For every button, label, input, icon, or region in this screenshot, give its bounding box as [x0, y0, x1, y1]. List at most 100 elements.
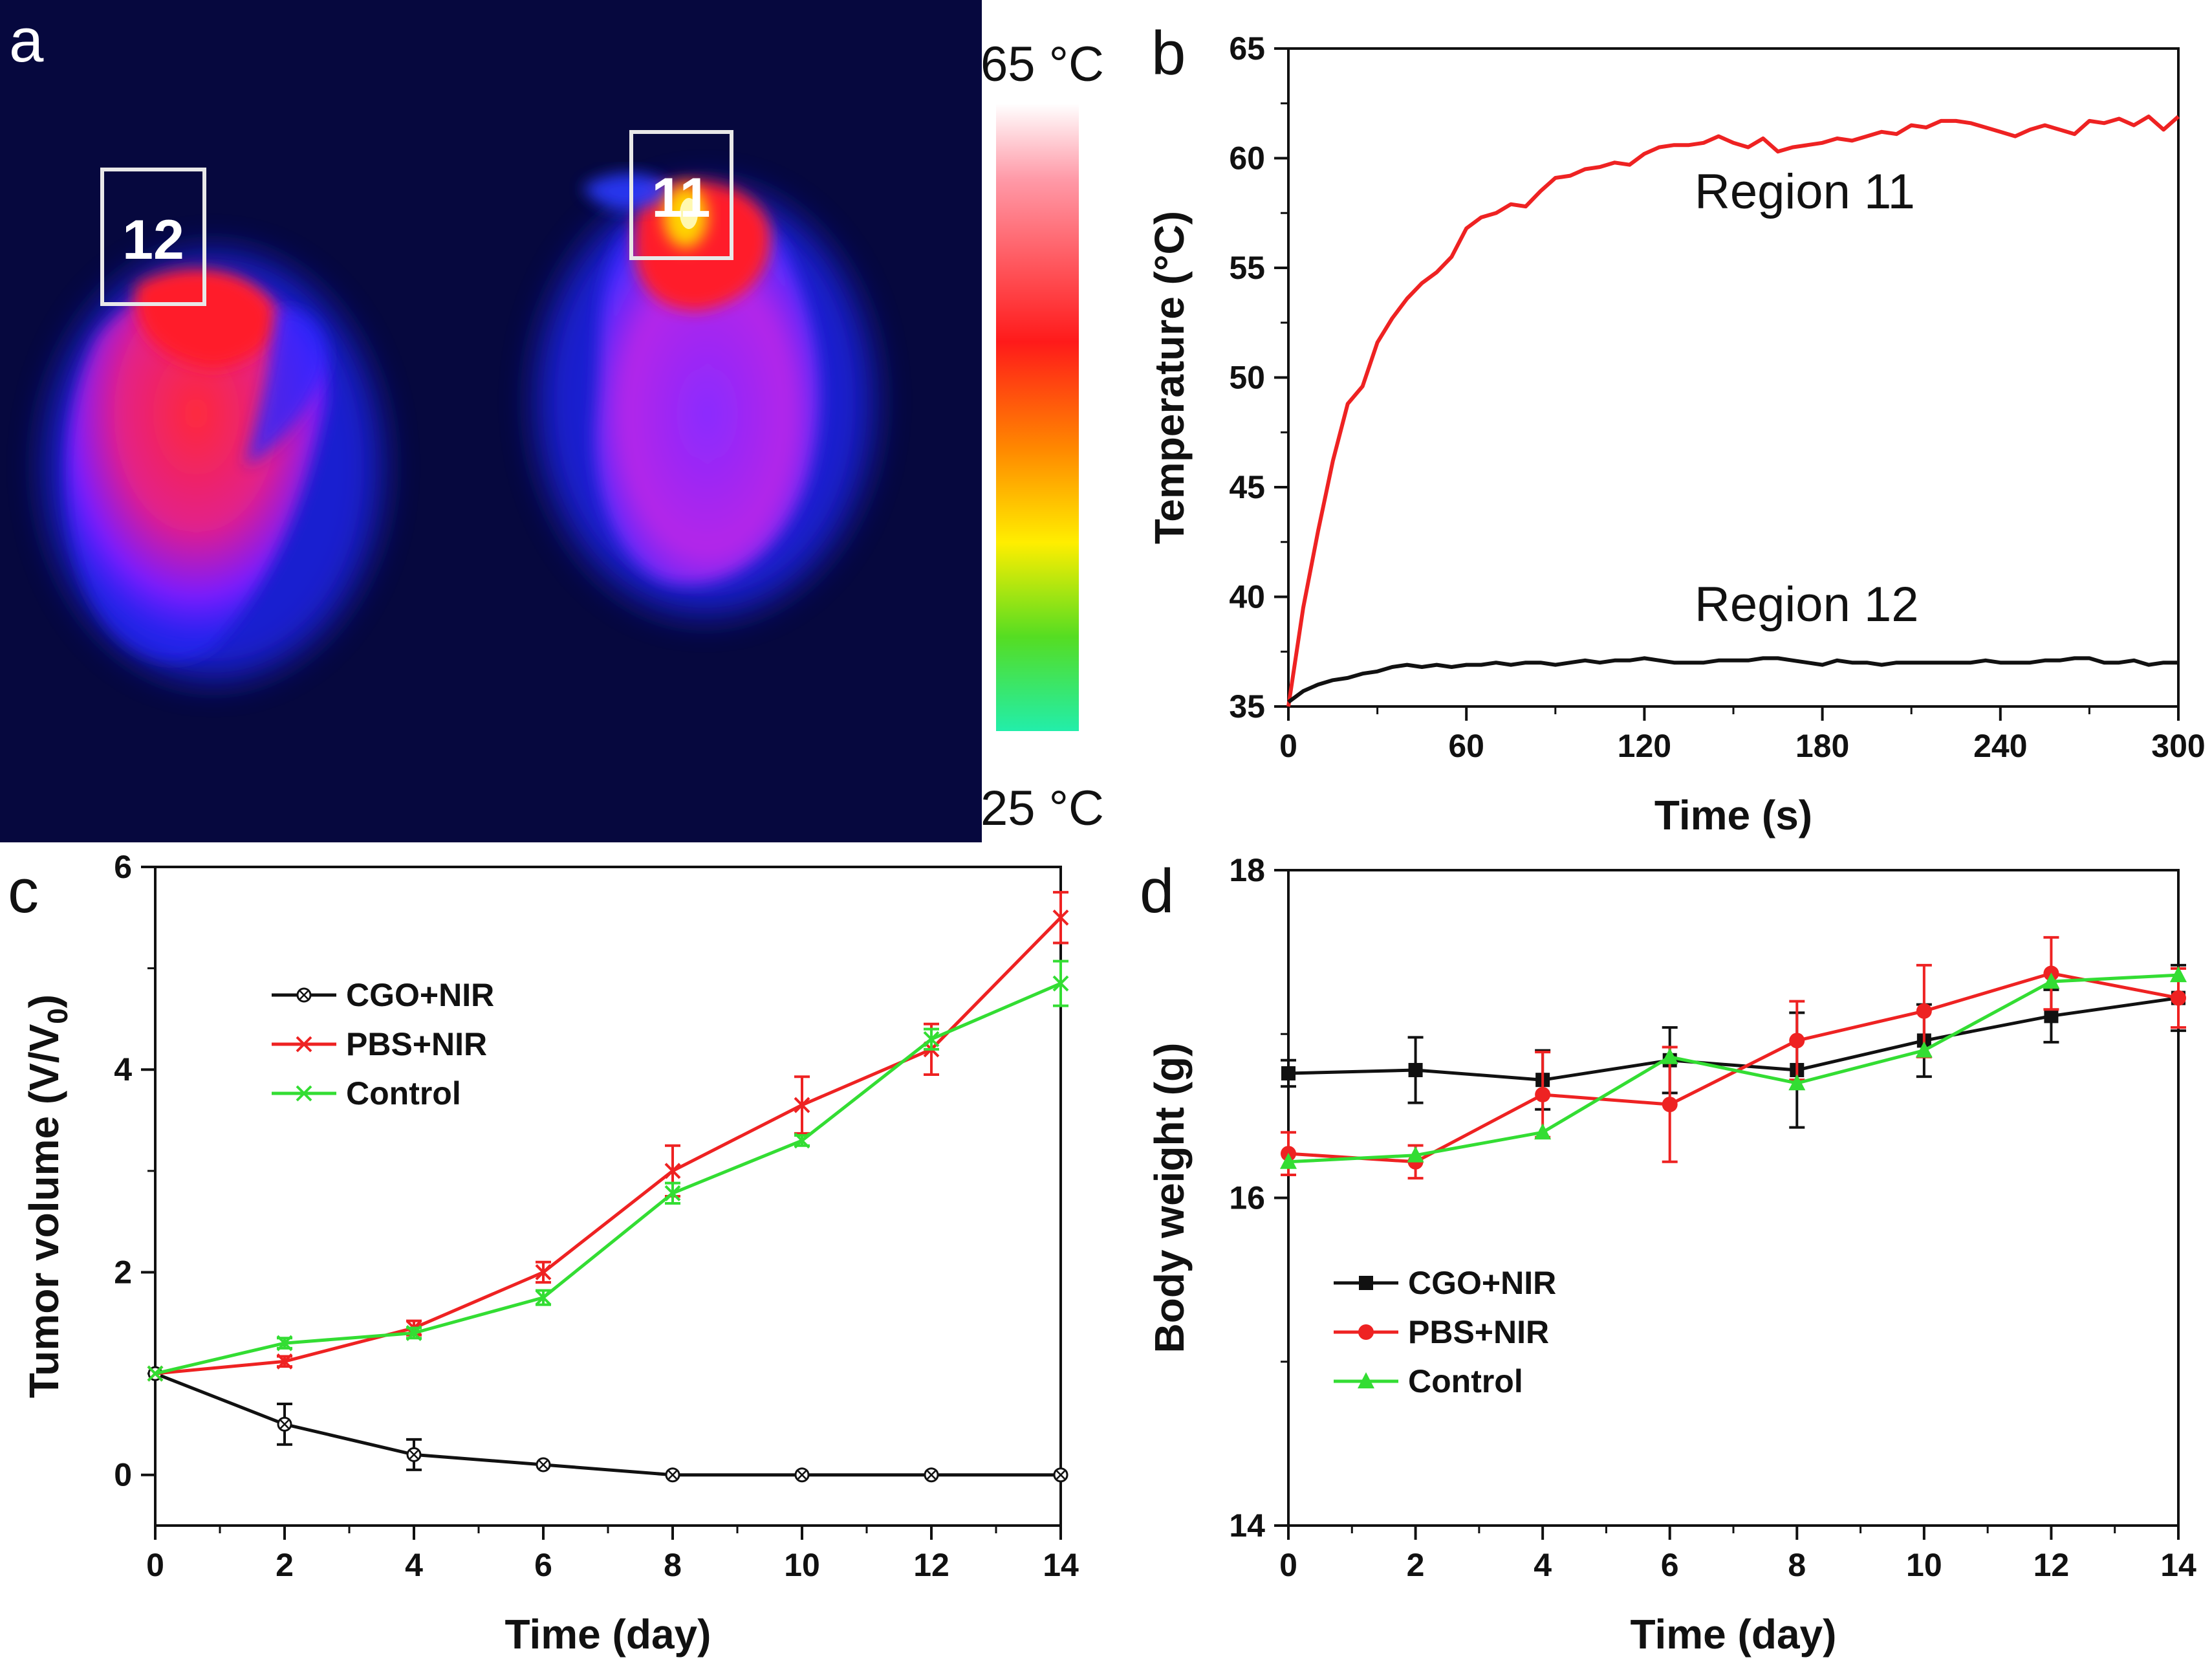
x-tick-label-d: 10 — [1906, 1547, 1942, 1583]
x-tick-label-c: 10 — [784, 1547, 820, 1583]
data-point-d-1 — [2171, 990, 2186, 1006]
y-tick-label-b: 35 — [1229, 688, 1265, 725]
y-tick-label-c: 6 — [114, 849, 132, 885]
data-point-c-0-cross — [280, 1419, 289, 1429]
colorbar-min-label: 25 °C — [981, 781, 1104, 836]
panel-d-body-weight-chart: d 0 2 4 6 8 10 12 14 14 16 18 Time (day) Body weight… — [1140, 852, 2196, 1658]
data-point-d-1 — [1789, 1033, 1805, 1049]
data-point-c-2 — [147, 1365, 164, 1382]
data-point-c-2 — [664, 1185, 681, 1201]
y-tick-label-c: 0 — [114, 1457, 132, 1493]
panel-letter-d: d — [1140, 857, 1174, 926]
series-line-b-0 — [1286, 115, 2180, 707]
temperature-colorbar: 65 °C 25 °C — [981, 37, 1104, 836]
data-point-d-2 — [2043, 972, 2060, 989]
legend-marker-d-1 — [1358, 1324, 1374, 1340]
panel-c-tumor-volume-chart: c 0 2 4 6 8 10 12 14 0 2 4 6 Time (day) Tumor volume … — [8, 849, 1079, 1658]
legend-label-d-2: Control — [1408, 1363, 1523, 1399]
x-tick-label-c: 12 — [913, 1547, 949, 1583]
x-tick-label-b: 0 — [1279, 728, 1297, 764]
x-tick-label-d: 14 — [2160, 1547, 2196, 1583]
y-tick-label-b: 45 — [1229, 469, 1265, 505]
mouse-left-heatmap — [45, 252, 382, 679]
x-tick-label-b: 300 — [2151, 728, 2205, 764]
legend-marker-d-2 — [1358, 1372, 1374, 1388]
data-point-d-2 — [1661, 1047, 1678, 1064]
series-line-b-1 — [1287, 656, 2178, 704]
panel-letter-a: a — [9, 6, 44, 75]
x-tick-label-c: 8 — [664, 1547, 682, 1583]
data-point-c-2 — [406, 1325, 422, 1341]
data-point-d-0 — [1408, 1062, 1423, 1077]
legend-marker-c-1 — [296, 1036, 312, 1053]
legend-label-d-0: CGO+NIR — [1408, 1265, 1556, 1301]
plot-frame-d — [1287, 869, 2180, 1527]
data-point-c-0-cross — [539, 1460, 548, 1469]
colorbar-max-label: 65 °C — [981, 37, 1104, 92]
y-tick-label-d: 16 — [1229, 1180, 1265, 1216]
x-axis-title-d: Time (day) — [1631, 1611, 1837, 1658]
series-line-c-2 — [155, 981, 1061, 1375]
data-point-d-2 — [1915, 1041, 1933, 1058]
legend-label-d-1: PBS+NIR — [1408, 1314, 1549, 1350]
series-line-c-1 — [155, 916, 1062, 1375]
data-point-d-1 — [1662, 1097, 1678, 1113]
y-tick-label-b: 55 — [1229, 250, 1265, 286]
roi-label-12: 12 — [122, 209, 184, 271]
x-tick-label-c: 0 — [146, 1547, 164, 1583]
data-point-c-2 — [794, 1132, 810, 1149]
legend-label-c-0: CGO+NIR — [346, 977, 494, 1013]
legend-marker-d-0 — [1359, 1276, 1373, 1290]
data-point-c-1 — [276, 1353, 293, 1370]
series-line-d-0 — [1288, 996, 2179, 1082]
x-tick-label-d: 0 — [1279, 1547, 1297, 1583]
panel-letter-b: b — [1151, 19, 1186, 88]
legend-marker-c-0-cross — [299, 991, 309, 1000]
data-point-c-2 — [923, 1031, 940, 1047]
x-tick-label-d: 6 — [1661, 1547, 1679, 1583]
x-tick-label-c: 2 — [276, 1547, 294, 1583]
x-tick-label-c: 14 — [1043, 1547, 1079, 1583]
data-point-c-2 — [1052, 975, 1069, 992]
y-tick-label-b: 65 — [1229, 30, 1265, 67]
series-line-d-2 — [1288, 973, 2179, 1164]
y-tick-label-d: 14 — [1229, 1507, 1265, 1544]
y-tick-label-d: 18 — [1229, 852, 1265, 888]
roi-box-12: 12 — [100, 168, 206, 306]
x-axis-title-c: Time (day) — [505, 1611, 711, 1658]
y-axis-title-c: Tumor volume (V/V0) — [21, 994, 74, 1398]
data-point-c-1 — [794, 1097, 810, 1113]
x-tick-label-d: 2 — [1407, 1547, 1425, 1583]
data-point-d-2 — [1534, 1123, 1552, 1140]
roi-box-11: 11 — [629, 130, 733, 260]
plot-c: 0 2 4 6 8 10 12 14 0 2 4 6 Time (day) Tumor volume (V… — [21, 849, 1079, 1658]
annotation-region-11: Region 11 — [1695, 164, 1915, 219]
data-point-c-1 — [535, 1264, 552, 1280]
y-tick-label-c: 4 — [114, 1051, 132, 1088]
data-point-c-1 — [664, 1163, 681, 1179]
y-tick-label-c: 2 — [114, 1254, 132, 1290]
data-point-d-1 — [1916, 1003, 1932, 1019]
data-point-c-0-cross — [797, 1470, 807, 1480]
data-point-d-1 — [1535, 1086, 1551, 1102]
annotation-region-12: Region 12 — [1695, 577, 1919, 632]
legend-label-c-2: Control — [346, 1075, 461, 1111]
series-line-c-0 — [155, 1372, 1061, 1477]
x-axis-title-b: Time (s) — [1654, 792, 1812, 838]
x-tick-label-b: 240 — [1973, 728, 2027, 764]
x-tick-label-b: 60 — [1448, 728, 1484, 764]
panel-a-thermal-image: 12 11 a — [0, 0, 982, 842]
data-point-c-0-cross — [409, 1450, 418, 1460]
mouse-right-heatmap — [537, 173, 873, 615]
data-point-c-0-cross — [668, 1470, 677, 1480]
data-point-c-1 — [1052, 909, 1069, 926]
data-point-c-0-cross — [927, 1470, 936, 1480]
roi-label-11: 11 — [652, 167, 711, 229]
y-tick-label-b: 40 — [1229, 579, 1265, 615]
data-point-d-2 — [1407, 1146, 1424, 1163]
data-point-d-2 — [1788, 1074, 1806, 1091]
y-tick-label-b: 50 — [1229, 360, 1265, 396]
x-tick-label-d: 8 — [1788, 1547, 1806, 1583]
x-tick-label-b: 180 — [1795, 728, 1849, 764]
